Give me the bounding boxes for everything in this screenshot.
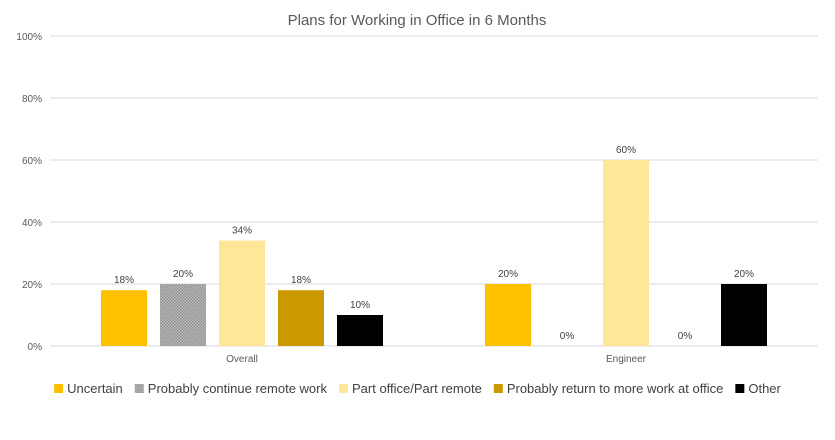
category-labels: Overall Engineer	[226, 354, 647, 365]
legend-item: Part office/Part remote	[338, 381, 482, 396]
data-label: 34%	[232, 226, 252, 237]
chart-title: Plans for Working in Office in 6 Months	[288, 12, 547, 29]
legend-label: Uncertain	[67, 381, 123, 396]
legend-swatch	[134, 384, 144, 393]
data-label: 18%	[114, 275, 134, 286]
bar	[721, 284, 767, 346]
data-label: 20%	[173, 269, 193, 280]
legend-item: Other	[735, 381, 782, 396]
y-tick-label: 100%	[16, 32, 42, 43]
y-tick-label: 80%	[22, 94, 42, 105]
bar	[160, 284, 206, 346]
bar	[101, 290, 147, 346]
data-label: 0%	[678, 331, 693, 342]
data-label: 20%	[734, 269, 754, 280]
bar	[485, 284, 531, 346]
data-label: 18%	[291, 275, 311, 286]
y-tick-label: 60%	[22, 156, 42, 167]
legend-label: Part office/Part remote	[352, 381, 482, 396]
bar	[278, 290, 324, 346]
data-labels: 18% 20% 34% 18% 10% 20% 0% 60% 0% 20%	[114, 145, 754, 342]
legend-swatch	[735, 384, 745, 393]
y-tick-label: 40%	[22, 218, 42, 229]
bar	[603, 160, 649, 346]
legend-swatch	[338, 384, 348, 393]
legend-label: Probably return to more work at office	[507, 381, 724, 396]
legend-label: Probably continue remote work	[148, 381, 328, 396]
data-label: 0%	[560, 331, 575, 342]
legend-swatch	[493, 384, 503, 393]
category-label: Overall	[226, 354, 258, 365]
bars	[101, 160, 767, 346]
data-label: 60%	[616, 145, 636, 156]
y-axis-ticks: 0% 20% 40% 60% 80% 100%	[16, 32, 42, 353]
bar	[337, 315, 383, 346]
legend-label: Other	[748, 381, 781, 396]
data-label: 10%	[350, 300, 370, 311]
y-tick-label: 20%	[22, 280, 42, 291]
legend-swatch	[54, 384, 64, 393]
legend: Uncertain Probably continue remote work Pa…	[54, 381, 782, 396]
bar	[219, 240, 265, 346]
legend-item: Probably continue remote work	[134, 381, 328, 396]
legend-item: Probably return to more work at office	[493, 381, 724, 396]
legend-item: Uncertain	[54, 381, 123, 396]
data-label: 20%	[498, 269, 518, 280]
category-label: Engineer	[606, 354, 647, 365]
y-tick-label: 0%	[28, 342, 43, 353]
